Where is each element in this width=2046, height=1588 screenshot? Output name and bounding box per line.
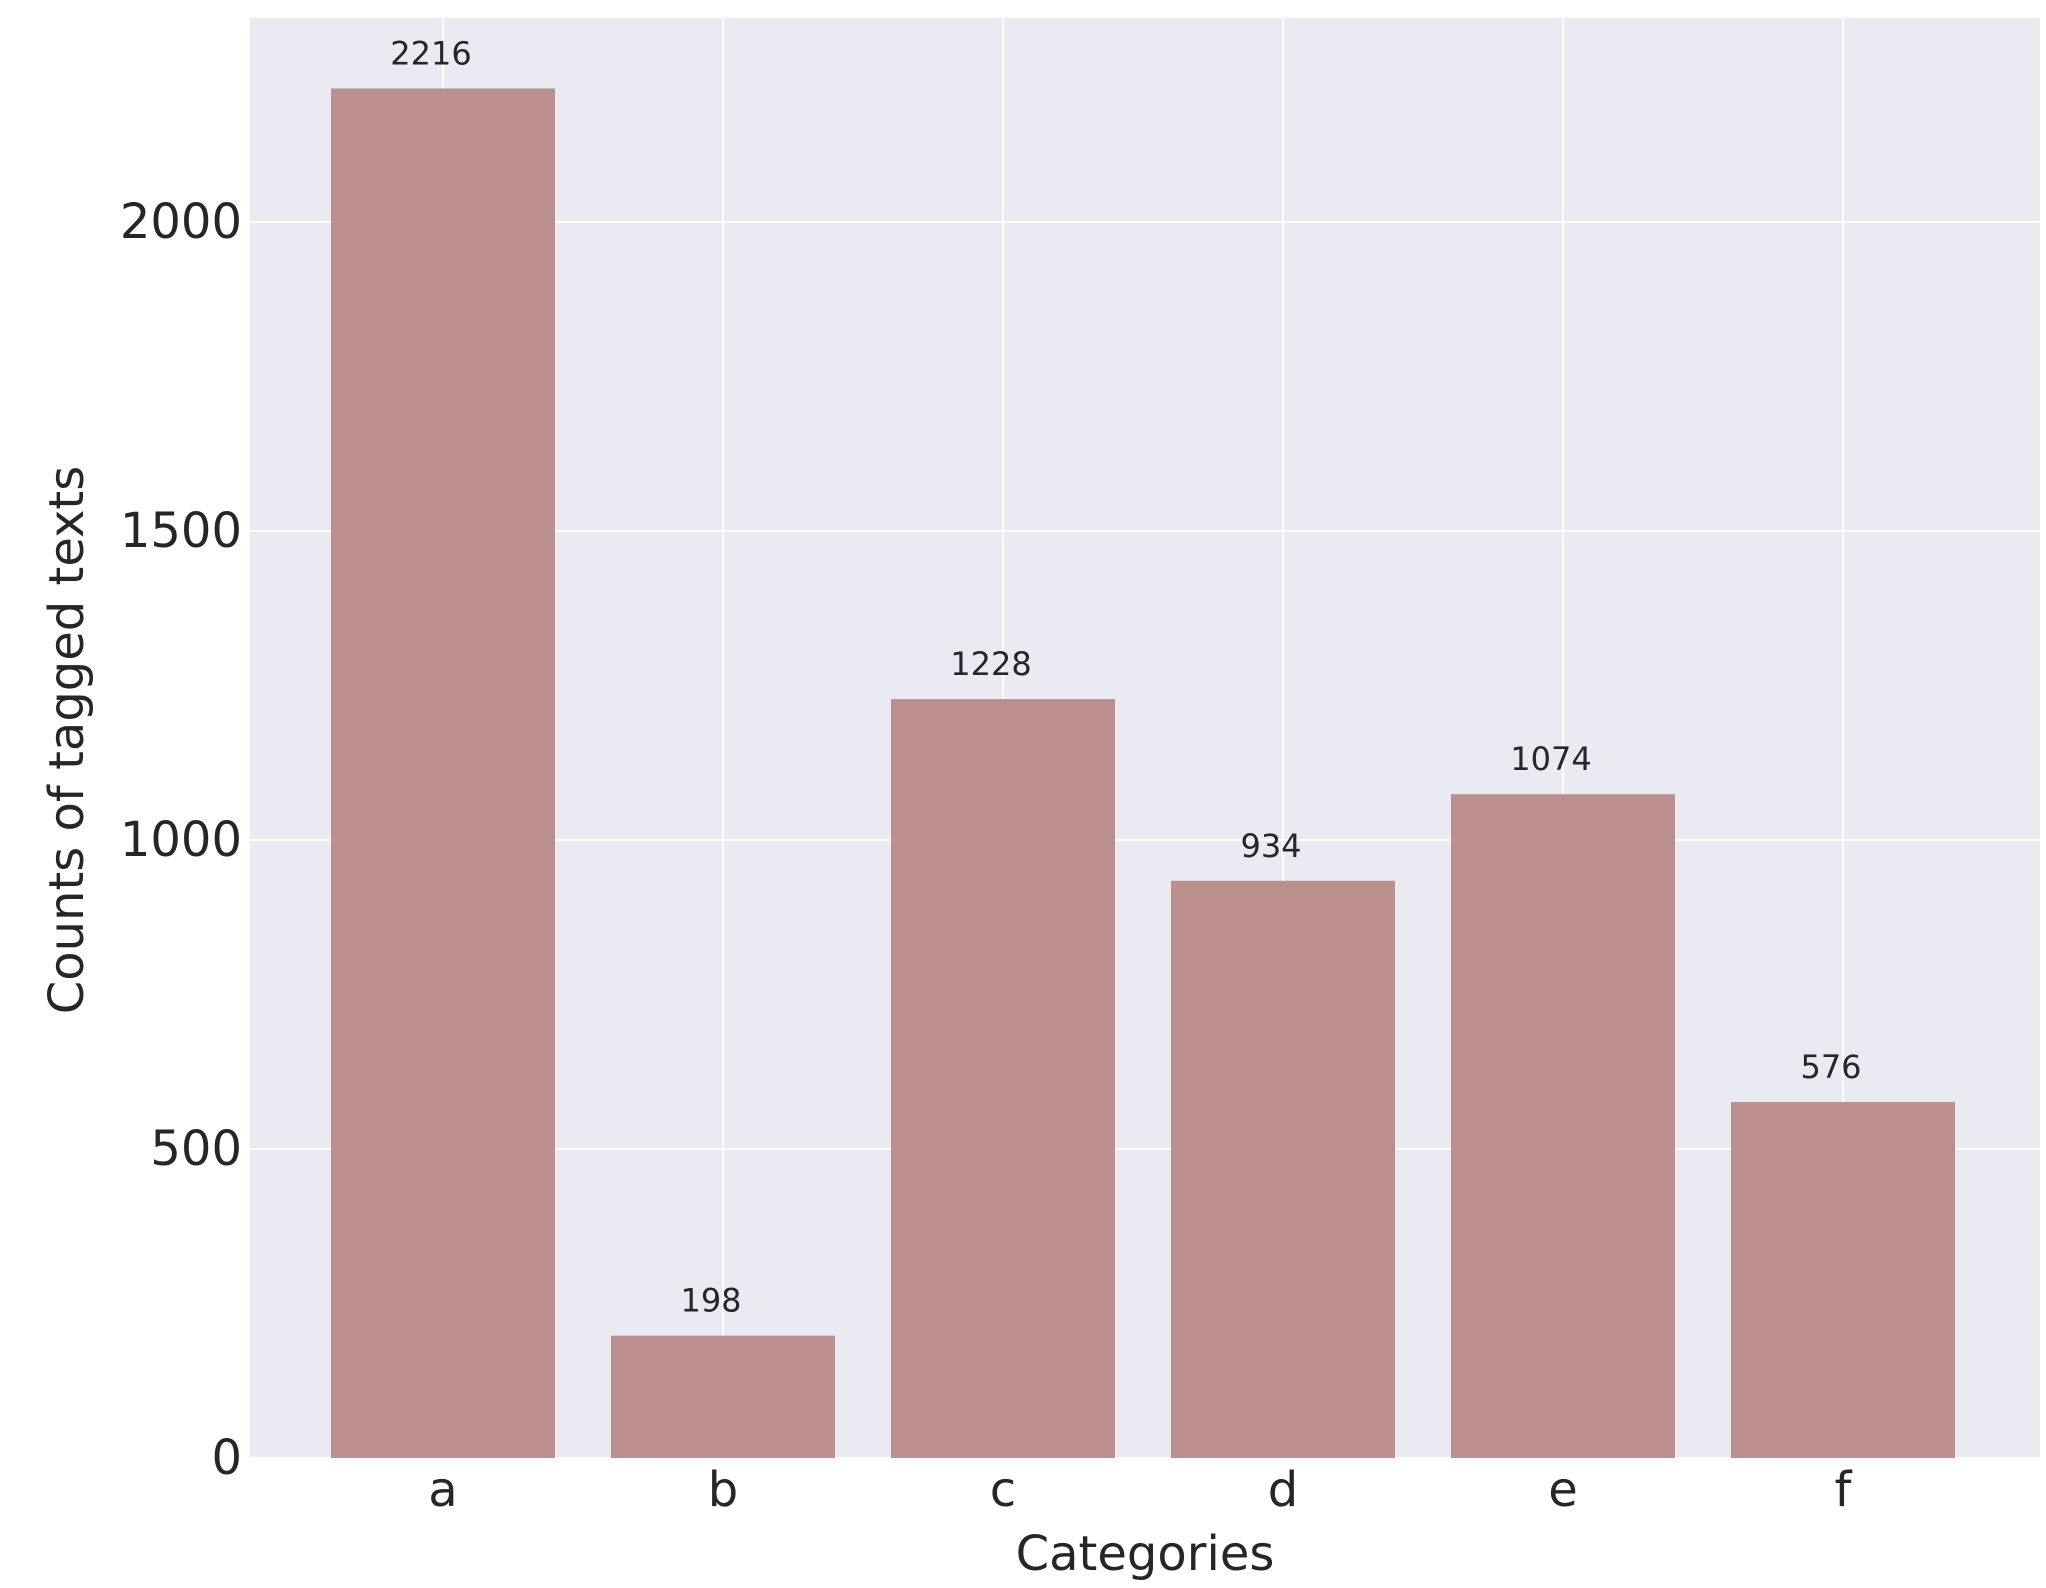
y-tick-label: 500 xyxy=(150,1121,242,1177)
bars xyxy=(331,88,1955,1458)
y-tick-label: 2000 xyxy=(120,194,242,250)
x-tick-labels: a b c d e f xyxy=(428,1462,1852,1518)
data-label-b: 198 xyxy=(680,1282,741,1320)
bar-f xyxy=(1731,1102,1955,1458)
data-label-e: 1074 xyxy=(1510,740,1591,778)
data-label-d: 934 xyxy=(1240,827,1301,865)
data-label-c: 1228 xyxy=(950,645,1031,683)
x-tick-label: e xyxy=(1548,1462,1578,1518)
bar-d xyxy=(1171,880,1395,1458)
x-tick-label: f xyxy=(1835,1462,1853,1518)
data-label-f: 576 xyxy=(1800,1048,1861,1086)
data-label-a: 2216 xyxy=(390,34,471,72)
bar-e xyxy=(1451,794,1675,1458)
x-tick-label: b xyxy=(708,1462,738,1518)
y-tick-label: 1000 xyxy=(120,812,242,868)
data-labels: 2216 198 1228 934 1074 576 xyxy=(390,34,1861,1319)
x-tick-label: a xyxy=(428,1462,457,1518)
y-tick-label: 1500 xyxy=(120,503,242,559)
bar-c xyxy=(891,699,1115,1458)
bar-a xyxy=(331,88,555,1458)
x-tick-label: d xyxy=(1268,1462,1298,1518)
y-axis-label: Counts of tagged texts xyxy=(39,466,95,1015)
y-tick-label: 0 xyxy=(211,1430,242,1486)
x-tick-label: c xyxy=(990,1462,1016,1518)
x-axis-label: Categories xyxy=(1016,1526,1275,1582)
y-tick-labels: 0 500 1000 1500 2000 xyxy=(120,194,242,1486)
bar-b xyxy=(611,1335,835,1458)
